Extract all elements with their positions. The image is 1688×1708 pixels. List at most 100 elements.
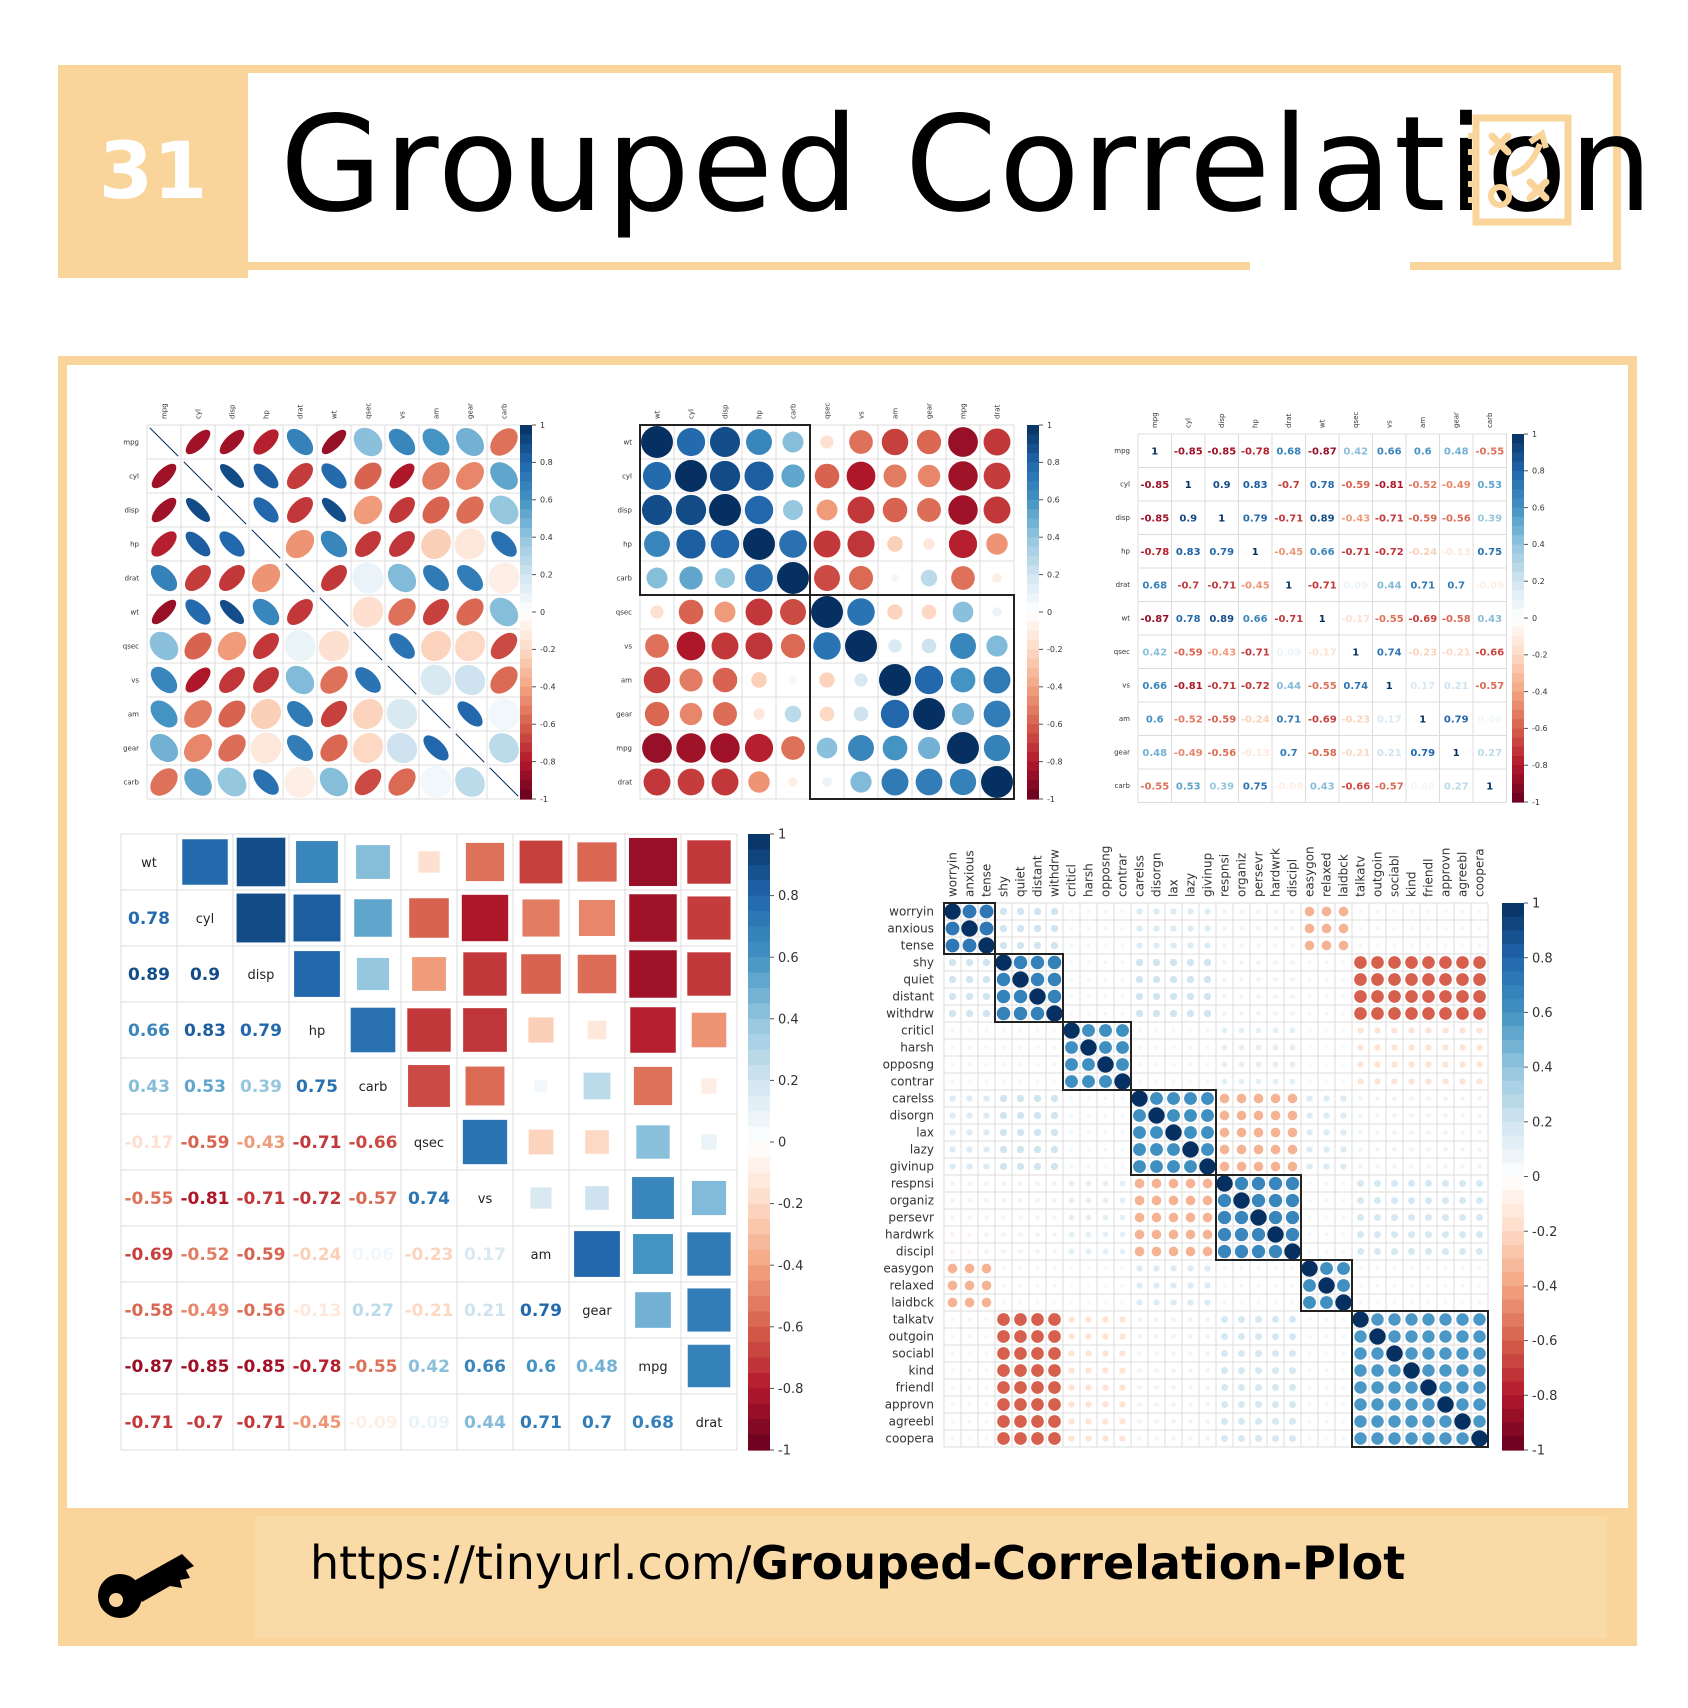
large-circle-mark xyxy=(1086,994,1091,999)
large-circle-mark xyxy=(1324,1249,1329,1254)
large-circle-mark xyxy=(1409,1164,1414,1169)
large-circle-mark xyxy=(1426,1113,1431,1118)
circle-mark xyxy=(949,768,977,796)
large-circle-mark xyxy=(1018,1079,1023,1084)
circle-row-label: gear xyxy=(616,710,632,718)
large-circle-mark xyxy=(1459,1231,1466,1238)
large-circle-mark xyxy=(1153,1299,1160,1306)
large-circle-mark xyxy=(1289,1367,1296,1374)
circle-colorbar-segment xyxy=(1027,705,1039,716)
large-circle-mark xyxy=(1069,943,1074,948)
large-circle-mark xyxy=(1456,1347,1469,1360)
large-circle-mark xyxy=(1477,926,1482,931)
circle-row-label: carb xyxy=(617,574,633,582)
number-value: 0.44 xyxy=(1377,580,1402,591)
ellipse-mark xyxy=(219,667,245,693)
large-circle-mark xyxy=(1069,1266,1074,1271)
ellipse-mark xyxy=(386,732,418,764)
number-colorbar-label: -0.4 xyxy=(1532,687,1548,696)
large-row-label: agreebl xyxy=(889,1415,934,1429)
large-circle-mark xyxy=(1408,1231,1415,1238)
number-value: -0.57 xyxy=(1375,781,1404,792)
large-circle-mark xyxy=(1371,990,1384,1003)
mixed-number: 0.66 xyxy=(128,1021,170,1041)
circle-mark xyxy=(783,500,803,520)
large-circle-mark xyxy=(1137,1368,1142,1373)
large-circle-mark xyxy=(1409,926,1414,931)
large-circle-mark xyxy=(950,1402,955,1407)
large-circle-mark xyxy=(1324,1232,1329,1237)
number-value: -0.55 xyxy=(1308,681,1337,692)
large-circle-mark xyxy=(1035,1079,1040,1084)
large-circle-mark xyxy=(1473,1381,1486,1394)
ellipse-mark xyxy=(422,598,450,626)
large-circle-mark xyxy=(1234,1176,1249,1191)
large-circle-mark xyxy=(1103,1266,1108,1271)
large-circle-mark xyxy=(950,1079,955,1084)
mixed-number: -0.57 xyxy=(349,1189,398,1209)
large-circle-mark xyxy=(984,1436,989,1441)
large-circle-mark xyxy=(1014,1313,1027,1326)
large-circle-mark xyxy=(1358,1164,1363,1169)
large-circle-mark xyxy=(1169,1009,1178,1018)
ellipse-mark xyxy=(423,735,449,761)
mixed-number: 0.09 xyxy=(408,1413,450,1433)
ellipse-col-label: cyl xyxy=(194,409,202,419)
large-circle-mark xyxy=(1153,925,1160,932)
large-circle-mark xyxy=(1050,924,1059,933)
large-circle-mark xyxy=(1204,925,1211,932)
mixed-colorbar-segment xyxy=(748,1142,770,1158)
large-circle-mark xyxy=(1205,1317,1210,1322)
large-circle-mark xyxy=(1236,1127,1247,1138)
source-link[interactable]: https://tinyurl.com/Grouped-Correlation-… xyxy=(310,1536,1405,1590)
large-row-label: relaxed xyxy=(890,1279,934,1293)
large-circle-mark xyxy=(997,1432,1010,1445)
large-circle-mark xyxy=(967,1198,972,1203)
mixed-number: -0.43 xyxy=(237,1133,286,1153)
large-circle-mark xyxy=(1085,1214,1092,1221)
large-circle-mark xyxy=(1290,1300,1295,1305)
large-circle-mark xyxy=(1018,1215,1023,1220)
number-value: -0.56 xyxy=(1207,748,1236,759)
mixed-number: -0.71 xyxy=(237,1413,286,1433)
large-circle-mark xyxy=(1086,1266,1091,1271)
large-circle-mark xyxy=(1219,1127,1230,1138)
large-circle-mark xyxy=(997,1381,1010,1394)
large-circle-mark xyxy=(1119,1231,1126,1238)
ellipse-mark xyxy=(285,529,315,559)
number-value: -0.55 xyxy=(1475,446,1504,457)
number-value: 0.9 xyxy=(1179,513,1197,524)
large-circle-mark xyxy=(950,1028,955,1033)
number-value: 0.79 xyxy=(1410,748,1435,759)
large-circle-mark xyxy=(1168,1178,1179,1189)
large-circle-mark xyxy=(1086,1130,1091,1135)
large-circle-mark xyxy=(1068,1384,1075,1391)
number-value: 0.78 xyxy=(1176,614,1201,625)
mixed-colorbar-segment xyxy=(748,1203,770,1220)
large-circle-mark xyxy=(1001,1283,1006,1288)
ellipse-mark xyxy=(389,633,415,659)
large-circle-mark xyxy=(1324,1419,1329,1424)
large-circle-mark xyxy=(947,1280,958,1291)
mixed-square xyxy=(412,957,446,991)
large-circle-mark xyxy=(1357,1214,1364,1221)
large-circle-mark xyxy=(1119,1435,1126,1442)
ellipse-mark xyxy=(321,497,347,523)
large-circle-mark xyxy=(1456,1007,1469,1020)
mixed-number: -0.59 xyxy=(181,1133,230,1153)
mixed-number: -0.85 xyxy=(181,1357,230,1377)
large-circle-mark xyxy=(999,1128,1008,1137)
large-circle-mark xyxy=(1119,1367,1126,1374)
mixed-square xyxy=(574,1231,620,1277)
large-circle-mark xyxy=(1068,1435,1075,1442)
mixed-square xyxy=(687,896,731,940)
number-value: 1 xyxy=(1252,547,1259,558)
circle-mark xyxy=(642,733,672,763)
large-circle-mark xyxy=(984,1419,989,1424)
large-circle-mark xyxy=(1324,1045,1329,1050)
mixed-colorbar-segment xyxy=(748,972,770,989)
ellipse-mark xyxy=(219,463,245,489)
large-circle-mark xyxy=(1202,1195,1213,1206)
mixed-square xyxy=(407,1008,451,1052)
large-circle-mark xyxy=(1375,1096,1380,1101)
